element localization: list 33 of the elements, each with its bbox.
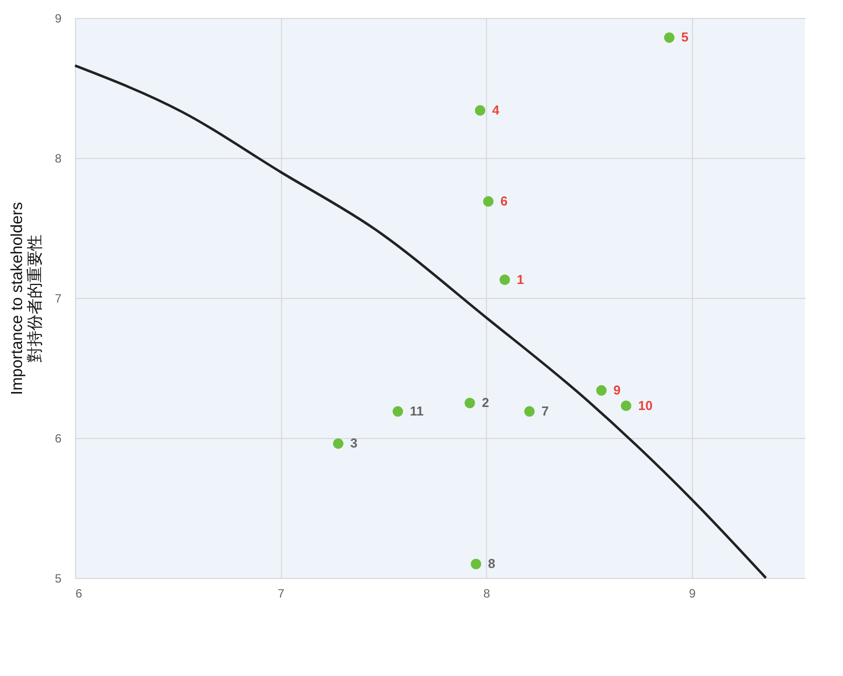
point: [332, 438, 344, 449]
point: [664, 32, 675, 43]
y-tick-label: 5: [54, 572, 62, 586]
x-tick-label: 9: [689, 586, 696, 600]
x-tick-label: 6: [76, 586, 82, 600]
annotation: 6: [500, 193, 508, 208]
point: [392, 406, 404, 417]
annotation: 10: [638, 398, 653, 413]
y-tick-label: 8: [54, 152, 62, 166]
y-axis-title: Importance to stakeholders 對持份者的重要性: [8, 202, 44, 395]
point: [524, 406, 535, 417]
annotation: 11: [410, 403, 424, 418]
x-tick-label: 7: [278, 586, 285, 600]
annotation: 8: [488, 556, 496, 571]
point: [596, 385, 607, 396]
y-tick-label: 7: [54, 292, 62, 306]
y-tick-label: 9: [54, 12, 62, 26]
annotation: 4: [492, 102, 500, 118]
annotation: 1: [516, 272, 524, 287]
point: [470, 558, 482, 570]
point: [620, 400, 632, 412]
line-series: [74, 64, 768, 580]
x-tick-label: 8: [483, 586, 490, 600]
annotation: 9: [613, 382, 621, 398]
point: [474, 105, 486, 116]
y-tick-label: 6: [54, 432, 62, 446]
point: [500, 274, 510, 286]
annotation: 2: [482, 395, 490, 410]
annotation: 7: [541, 403, 549, 418]
annotation: 5: [681, 30, 689, 45]
annotation: 3: [350, 436, 358, 451]
point: [464, 398, 476, 408]
point: [483, 196, 494, 207]
